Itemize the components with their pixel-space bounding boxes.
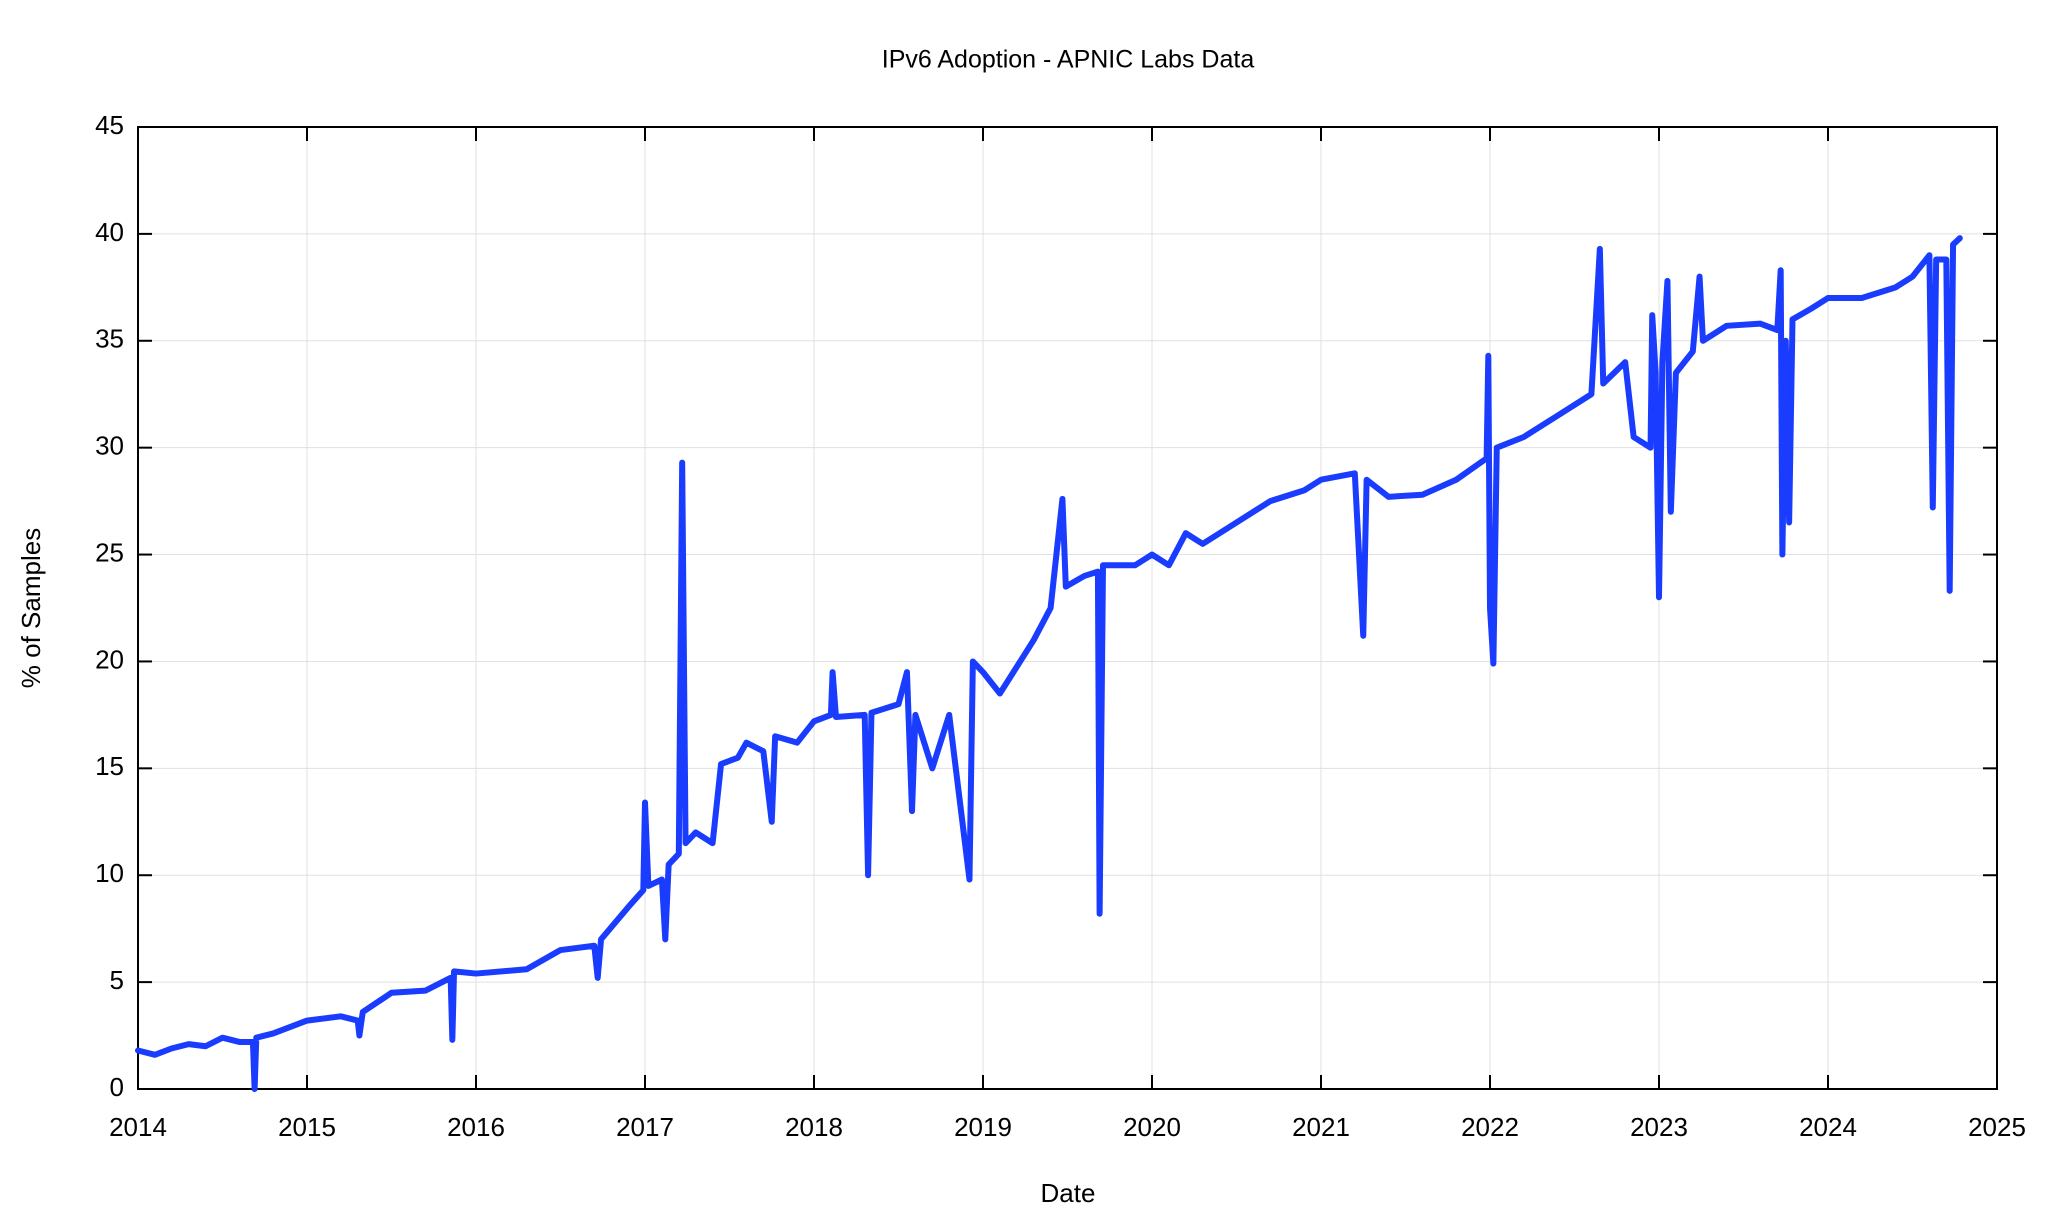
x-tick-label: 2023 [1630, 1112, 1688, 1142]
y-tick-label: 35 [95, 324, 124, 354]
y-axis-label: % of Samples [16, 528, 46, 688]
y-tick-label: 5 [110, 965, 124, 995]
y-tick-label: 0 [110, 1072, 124, 1102]
y-tick-label: 40 [95, 217, 124, 247]
chart-title: IPv6 Adoption - APNIC Labs Data [882, 46, 1255, 74]
x-tick-label: 2018 [785, 1112, 843, 1142]
x-tick-label: 2017 [616, 1112, 674, 1142]
x-tick-label: 2014 [109, 1112, 167, 1142]
y-tick-label: 25 [95, 537, 124, 567]
x-tick-label: 2025 [1968, 1112, 2026, 1142]
y-tick-label: 10 [95, 858, 124, 888]
data-line [135, 235, 1963, 1092]
x-tick-label: 2019 [954, 1112, 1012, 1142]
plot-frame [137, 126, 1998, 1090]
y-tick-label: 20 [95, 644, 124, 674]
x-tick-label: 2021 [1292, 1112, 1350, 1142]
x-tick-label: 2024 [1799, 1112, 1857, 1142]
x-axis-label: Date [1041, 1178, 1096, 1208]
x-tick-label: 2020 [1123, 1112, 1181, 1142]
y-tick-label: 45 [95, 110, 124, 140]
x-tick-label: 2022 [1461, 1112, 1519, 1142]
y-tick-label: 30 [95, 431, 124, 461]
y-tick-label: 15 [95, 751, 124, 781]
x-tick-label: 2016 [447, 1112, 505, 1142]
x-tick-label: 2015 [278, 1112, 336, 1142]
